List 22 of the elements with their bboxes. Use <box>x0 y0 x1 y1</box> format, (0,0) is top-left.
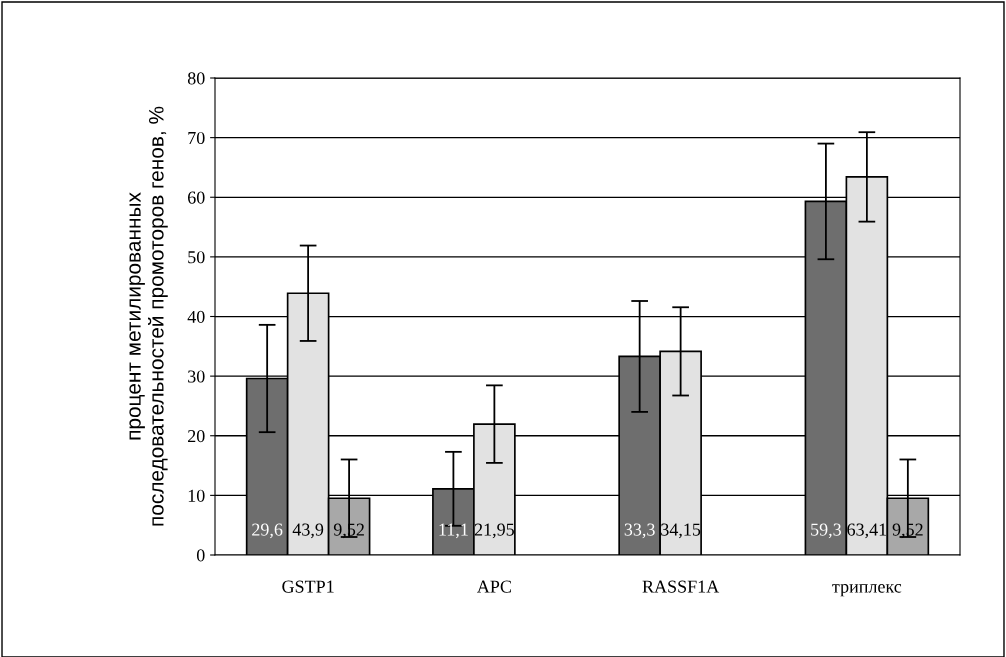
data-label: 33,3 <box>624 523 655 539</box>
y-tick-label: 10 <box>188 489 205 502</box>
x-tick-label: триплекс <box>832 584 902 597</box>
data-label: 11,1 <box>439 523 468 539</box>
data-label: 29,6 <box>252 523 283 539</box>
y-tick-label: 40 <box>187 310 205 323</box>
x-tick-label: APC <box>476 580 511 593</box>
y-tick-label: 70 <box>188 131 205 145</box>
data-label: 63,41 <box>847 523 887 539</box>
y-tick-label: 80 <box>187 72 205 85</box>
x-tick-label: GSTP1 <box>282 580 334 593</box>
y-axis-title: процент метилированных последовательностей промоторов генов, % <box>129 106 168 526</box>
y-tick-label: 20 <box>188 430 205 443</box>
y-tick-label: 50 <box>188 251 205 264</box>
data-label: 34,15 <box>661 523 701 539</box>
y-tick-label: 30 <box>188 370 205 383</box>
data-label: 21,95 <box>474 523 514 539</box>
x-tick-label: RASSF1A <box>642 580 720 593</box>
y-tick-label: 0 <box>196 549 205 562</box>
data-label: 59,3 <box>811 523 841 539</box>
y-tick-label: 60 <box>188 191 205 204</box>
data-label: 43,9 <box>292 523 324 539</box>
